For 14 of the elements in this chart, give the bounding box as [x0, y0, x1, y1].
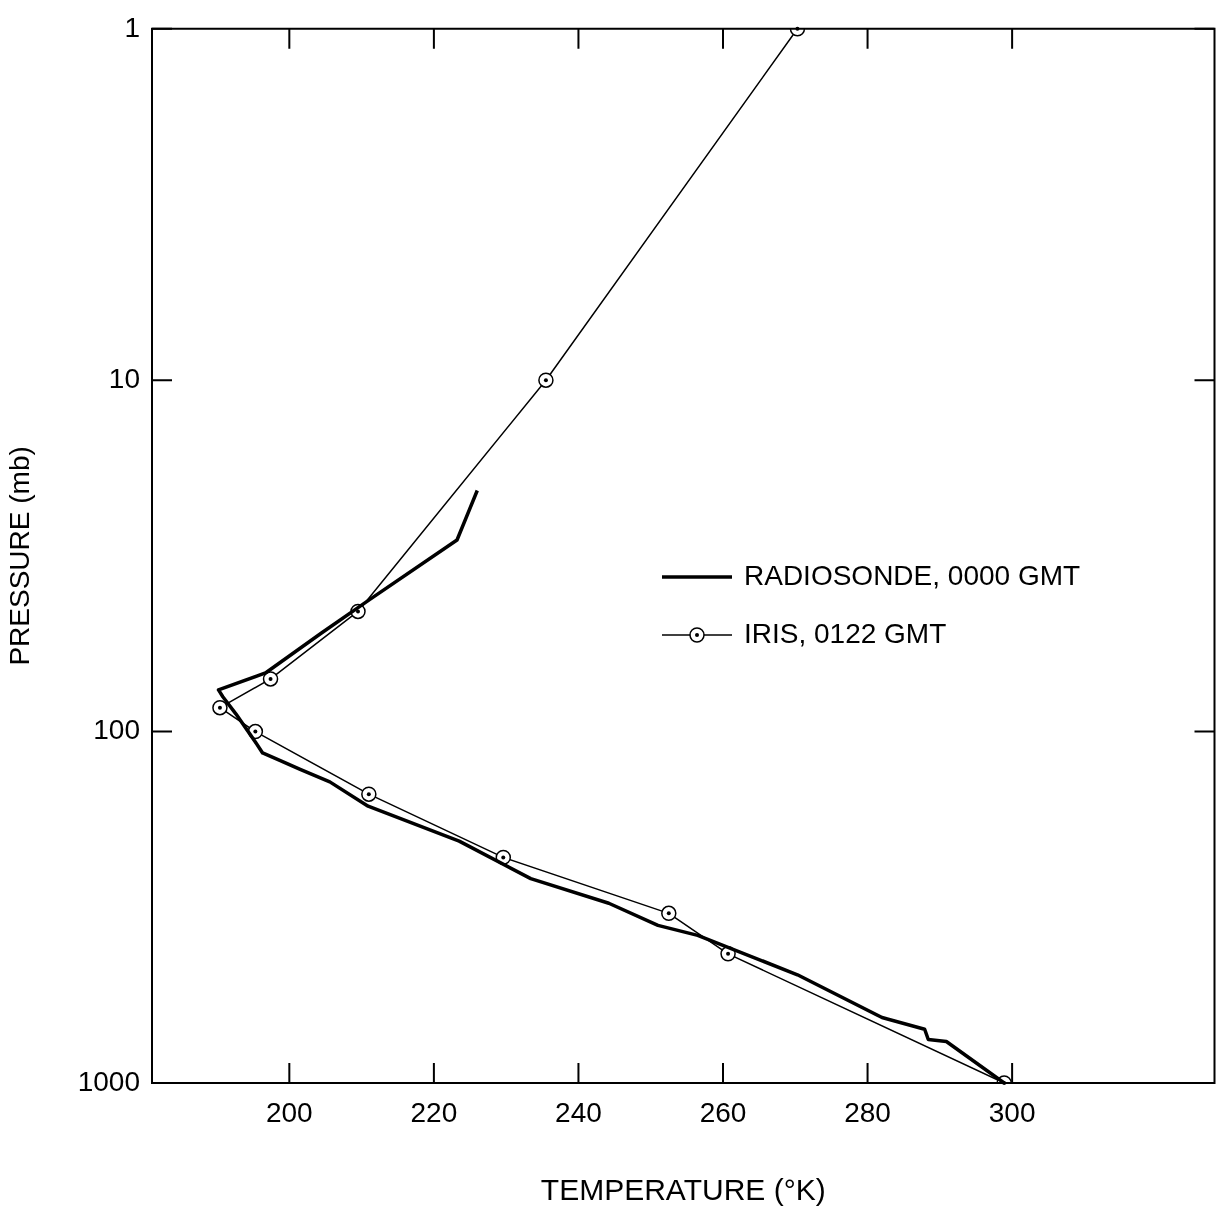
y-tick-label: 1000: [77, 1065, 140, 1097]
x-axis-title: TEMPERATURE (°K): [540, 1173, 826, 1207]
x-tick-label: 240: [555, 1096, 602, 1128]
x-tick-label: 200: [265, 1096, 313, 1128]
x-tick-label: 300: [988, 1096, 1036, 1128]
x-tick-label: 280: [844, 1096, 891, 1128]
legend-label: IRIS, 0122 GMT: [744, 617, 947, 649]
x-tick-label: 260: [699, 1096, 747, 1128]
y-axis-title: PRESSURE (mb): [3, 446, 35, 666]
y-tick-label: 10: [108, 362, 140, 394]
legend-label: RADIOSONDE, 0000 GMT: [744, 559, 1081, 591]
y-tick-label: 100: [93, 714, 140, 746]
x-tick-label: 220: [410, 1096, 458, 1128]
y-tick-label: 1: [124, 11, 140, 43]
